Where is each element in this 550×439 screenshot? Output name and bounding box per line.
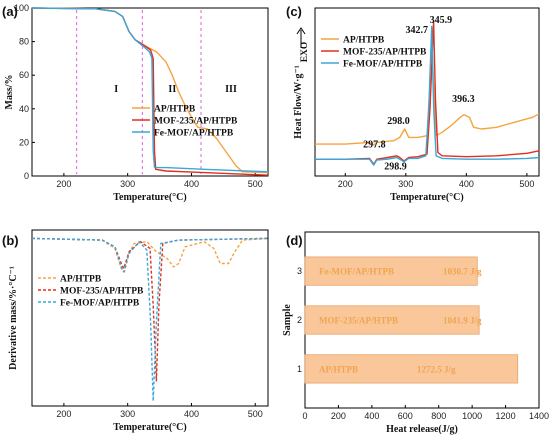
panel-a-ytick-label: 60	[19, 70, 29, 80]
panel-d-xtick-label: 400	[364, 411, 379, 421]
panel-a-ytick-label: 40	[19, 104, 29, 114]
panel-c-series	[315, 20, 540, 166]
region-label: II	[168, 84, 176, 95]
panel-c-ylabel: Heat Flow/W·g⁻¹	[293, 65, 304, 139]
panel-b-ticks: 200 300 400 500	[56, 403, 263, 419]
panel-a-series-line-3	[31, 7, 269, 173]
panel-b-legend-label: MOF-235/AP/HTPB	[60, 287, 144, 297]
panel-d-xtick-label: 600	[398, 411, 413, 421]
panel-b-letter: (b)	[2, 233, 19, 248]
panel-a-xlabel: Temperature(°C)	[113, 192, 186, 203]
panel-c-legend-label: MOF-235/AP/HTPB	[343, 48, 427, 58]
panel-d-letter: (d)	[286, 233, 303, 248]
panel-c-series-line-3	[315, 25, 540, 166]
panel-b-xtick-label: 500	[248, 409, 263, 419]
heat-release-bar	[304, 305, 480, 335]
panel-a-ylabel: Mass/%	[4, 75, 15, 110]
panel-d-ytick-label: 2	[297, 315, 302, 325]
panel-a-xtick-label: 300	[120, 179, 135, 189]
peak-temperature-label: 298.0	[387, 116, 410, 127]
bar-value-label: 1030.7 J/g	[443, 267, 482, 277]
panel-b-series-line-3	[31, 237, 269, 402]
panel-d-ytick-label: 3	[297, 266, 302, 276]
panel-c-legend-label: Fe-MOF/AP/HTPB	[343, 60, 423, 70]
panel-a-ytick-label: 0	[24, 171, 29, 181]
bar-sample-label: MOF-235/AP/HTPB	[319, 316, 398, 326]
panel-c-xtick-label: 300	[398, 179, 413, 189]
panel-c-legend-label: AP/HTPB	[343, 36, 385, 46]
panel-d-xtick-label: 1200	[496, 411, 516, 421]
panel-b-legend-label: AP/HTPB	[60, 275, 102, 285]
panel-a-region-lines: I II III	[76, 10, 237, 174]
exo-label: EXO	[300, 42, 310, 63]
peak-temperature-label: 297.8	[363, 139, 386, 150]
panel-a-letter: (a)	[2, 4, 18, 19]
panel-a-ticks: 200 300 400 500 0 20 40 60 80 100	[14, 3, 263, 189]
panel-b-xtick-label: 300	[120, 409, 135, 419]
panel-c-legend: AP/HTPB MOF-235/AP/HTPB Fe-MOF/AP/HTPB	[321, 36, 427, 70]
peak-temperature-label: 342.7	[405, 25, 428, 36]
panel-a-ytick-label: 100	[14, 3, 29, 13]
region-label: I	[114, 84, 118, 95]
panel-a-legend-label: AP/HTPB	[154, 105, 196, 115]
panel-b-legend: AP/HTPB MOF-235/AP/HTPB Fe-MOF/AP/HTPB	[38, 275, 144, 309]
panel-d-heat-release: (d) 0 200 400 600 800 1000 1200 1400 1 2 3 AP/HTPB…	[282, 231, 549, 435]
panel-b-xtick-label: 400	[184, 409, 199, 419]
peak-temperature-label: 396.3	[452, 94, 475, 105]
heat-release-bar	[304, 354, 519, 384]
panel-b-xlabel: Temperature(°C)	[113, 422, 186, 433]
peak-temperature-label: 345.9	[430, 15, 453, 26]
panel-a-series	[31, 7, 269, 176]
bar-sample-label: Fe-MOF/AP/HTPB	[319, 267, 394, 277]
panel-a-xtick-label: 400	[184, 179, 199, 189]
panel-c-xtick-label: 400	[459, 179, 474, 189]
panel-a-legend-label: Fe-MOF/AP/HTPB	[154, 129, 234, 139]
panel-d-ticks: 0 200 400 600 800 1000 1200 1400 1 2 3	[297, 266, 549, 421]
peak-temperature-label: 298.9	[384, 161, 407, 172]
panel-c-xlabel: Temperature(°C)	[390, 192, 463, 203]
bar-value-label: 1272.5 J/g	[417, 364, 456, 374]
panel-b-legend-label: Fe-MOF/AP/HTPB	[60, 299, 140, 309]
panel-d-xtick-label: 1400	[529, 411, 549, 421]
panel-d-xtick-label: 1000	[462, 411, 482, 421]
panel-c-xtick-label: 500	[519, 179, 534, 189]
exo-arrow-icon	[296, 27, 306, 35]
panel-d-xlabel: Heat release(J/g)	[386, 424, 458, 435]
panel-b-series-line-1	[31, 237, 269, 273]
panel-a-xtick-label: 500	[248, 179, 263, 189]
panel-a-legend-label: MOF-235/AP/HTPB	[154, 117, 238, 127]
panel-d-bars: AP/HTPB 1272.5 J/g MOF-235/AP/HTPB 1041.9 J…	[304, 256, 519, 384]
panel-c-exo-marker: EXO	[296, 27, 310, 63]
panel-d-xtick-label: 800	[431, 411, 446, 421]
heat-release-bar	[304, 256, 478, 286]
panel-a-legend: AP/HTPB MOF-235/AP/HTPB Fe-MOF/AP/HTPB	[132, 105, 238, 139]
panel-d-xtick-label: 200	[331, 411, 346, 421]
panel-b-ylabel: Derivative mass/%·°C⁻¹	[8, 266, 19, 370]
panel-c-frame	[314, 7, 540, 177]
panel-c-ticks: 200 300 400 500	[338, 173, 534, 189]
panel-a-frame	[31, 7, 269, 177]
panel-d-ylabel: Sample	[282, 304, 293, 336]
panel-d-xtick-label: 0	[302, 411, 307, 421]
panel-b-dtg: (b) 200 300 400 500 Temperature(°C) Derivat…	[2, 229, 269, 433]
panel-d-ytick-label: 1	[297, 364, 302, 374]
bar-sample-label: AP/HTPB	[319, 364, 358, 374]
panel-a-ytick-label: 20	[19, 137, 29, 147]
panel-b-frame	[31, 229, 269, 407]
bar-value-label: 1041.9 J/g	[443, 316, 482, 326]
panel-c-letter: (c)	[286, 4, 302, 19]
panel-a-ytick-label: 80	[19, 37, 29, 47]
panel-c-xtick-label: 200	[338, 179, 353, 189]
panel-b-xtick-label: 200	[56, 409, 71, 419]
panel-b-series	[31, 237, 269, 402]
region-label: III	[225, 84, 237, 95]
panel-a-xtick-label: 200	[56, 179, 71, 189]
